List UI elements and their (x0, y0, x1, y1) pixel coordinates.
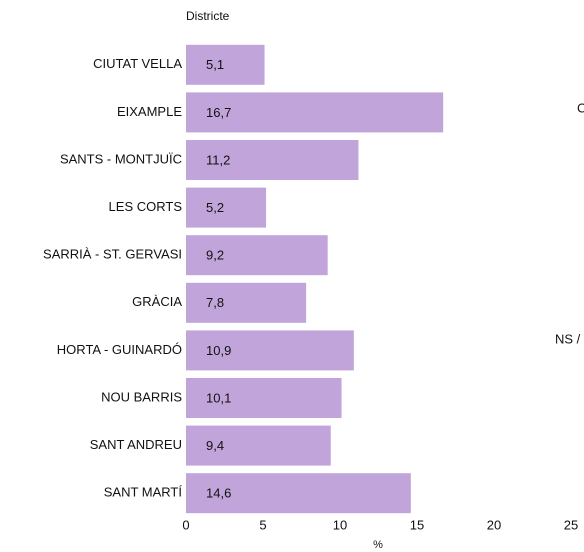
value-label: 5,2 (206, 200, 224, 215)
y-tick-label: NOU BARRIS (101, 389, 182, 404)
bar (186, 140, 359, 180)
value-label: 10,1 (206, 390, 231, 405)
annotation: NS / NC (555, 331, 584, 346)
bar (186, 92, 444, 133)
x-tick-label: 20 (487, 517, 501, 532)
value-label: 16,7 (206, 105, 231, 120)
bar (186, 378, 342, 418)
x-tick-label: 5 (259, 517, 266, 532)
y-tick-label: SANTS - MONTJUÏC (60, 151, 182, 166)
value-label: 5,1 (206, 57, 224, 72)
y-tick-label: CIUTAT VELLA (93, 56, 182, 71)
annotation: C (577, 100, 584, 115)
bar (186, 44, 265, 85)
bar (186, 473, 411, 514)
x-tick-label: 25 (564, 517, 578, 532)
axis-title: Districte (186, 9, 230, 23)
bar (186, 187, 267, 228)
y-tick-label: SANT MARTÍ (104, 485, 183, 500)
y-tick-label: EIXAMPLE (117, 104, 182, 119)
x-tick-label: 15 (410, 517, 424, 532)
value-label: 9,4 (206, 438, 224, 453)
bar (186, 235, 328, 276)
value-label: 11,2 (206, 152, 230, 167)
x-axis-label: % (373, 539, 383, 551)
y-tick-label: SANT ANDREU (90, 437, 182, 452)
y-tick-label: GRÀCIA (132, 294, 182, 309)
y-tick-label: LES CORTS (109, 199, 183, 214)
bar (186, 330, 354, 371)
value-label: 9,2 (206, 248, 224, 263)
y-tick-label: HORTA - GUINARDÓ (57, 342, 182, 357)
value-label: 10,9 (206, 343, 231, 358)
value-label: 7,8 (206, 295, 224, 310)
x-tick-label: 10 (333, 517, 347, 532)
value-label: 14,6 (206, 486, 231, 501)
bar (186, 282, 307, 323)
bar (186, 425, 331, 466)
y-tick-label: SARRIÀ - ST. GERVASI (43, 247, 182, 262)
x-tick-label: 0 (182, 517, 189, 532)
